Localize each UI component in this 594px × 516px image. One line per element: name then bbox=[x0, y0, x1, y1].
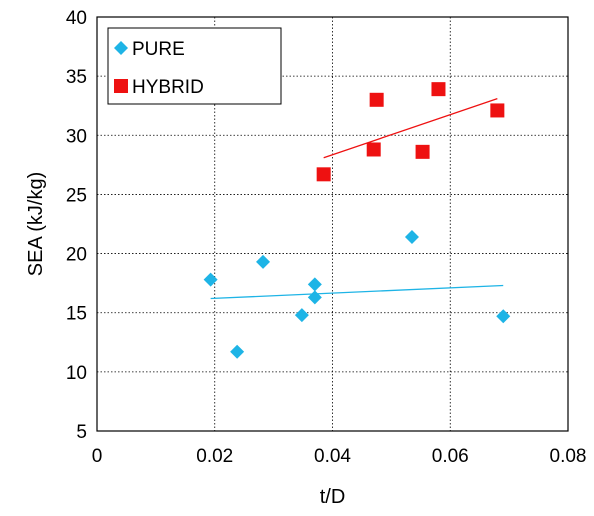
legend: PURE HYBRID bbox=[107, 27, 282, 105]
pure-point bbox=[307, 290, 322, 305]
pure-point bbox=[256, 254, 271, 269]
hybrid-point bbox=[366, 142, 381, 157]
y-tick-label: 5 bbox=[76, 422, 87, 443]
trendlines bbox=[210, 98, 504, 300]
hybrid-point bbox=[316, 167, 331, 182]
hybrid-point bbox=[490, 103, 505, 118]
x-tick-label: 0.02 bbox=[196, 446, 233, 467]
hybrid-point bbox=[415, 144, 430, 159]
y-tick-label: 20 bbox=[66, 245, 87, 266]
hybrid-trendline bbox=[323, 98, 498, 159]
y-tick-label: 25 bbox=[66, 185, 87, 206]
pure-legend-label: PURE bbox=[132, 39, 185, 60]
pure-point bbox=[404, 230, 419, 245]
y-tick-label: 10 bbox=[66, 363, 87, 384]
pure-trendline bbox=[210, 284, 504, 300]
tick-labels: 0 0.02 0.04 0.06 0.08 5 10 15 20 25 30 35 40 bbox=[66, 8, 587, 467]
hybrid-point bbox=[431, 82, 446, 97]
legend-box bbox=[107, 27, 282, 105]
x-tick-label: 0.06 bbox=[432, 446, 469, 467]
y-tick-label: 30 bbox=[66, 126, 87, 147]
data-points bbox=[203, 82, 511, 359]
x-tick-label: 0 bbox=[92, 446, 103, 467]
hybrid-legend-label: HYBRID bbox=[132, 77, 204, 98]
hybrid-legend-marker bbox=[114, 79, 128, 93]
y-axis-title: SEA (kJ/kg) bbox=[25, 172, 47, 276]
pure-point bbox=[203, 272, 218, 287]
x-axis-title: t/D bbox=[320, 486, 346, 508]
y-tick-label: 35 bbox=[66, 67, 87, 88]
pure-legend-marker bbox=[114, 41, 128, 55]
pure-point bbox=[307, 277, 322, 292]
pure-point bbox=[230, 344, 245, 359]
x-tick-label: 0.08 bbox=[550, 446, 587, 467]
pure-point bbox=[294, 308, 309, 323]
plot-area-frame bbox=[96, 16, 569, 432]
pure-point bbox=[496, 309, 511, 324]
x-tick-label: 0.04 bbox=[314, 446, 351, 467]
y-tick-label: 15 bbox=[66, 304, 87, 325]
hybrid-point bbox=[369, 92, 384, 107]
y-tick-label: 40 bbox=[66, 8, 87, 29]
